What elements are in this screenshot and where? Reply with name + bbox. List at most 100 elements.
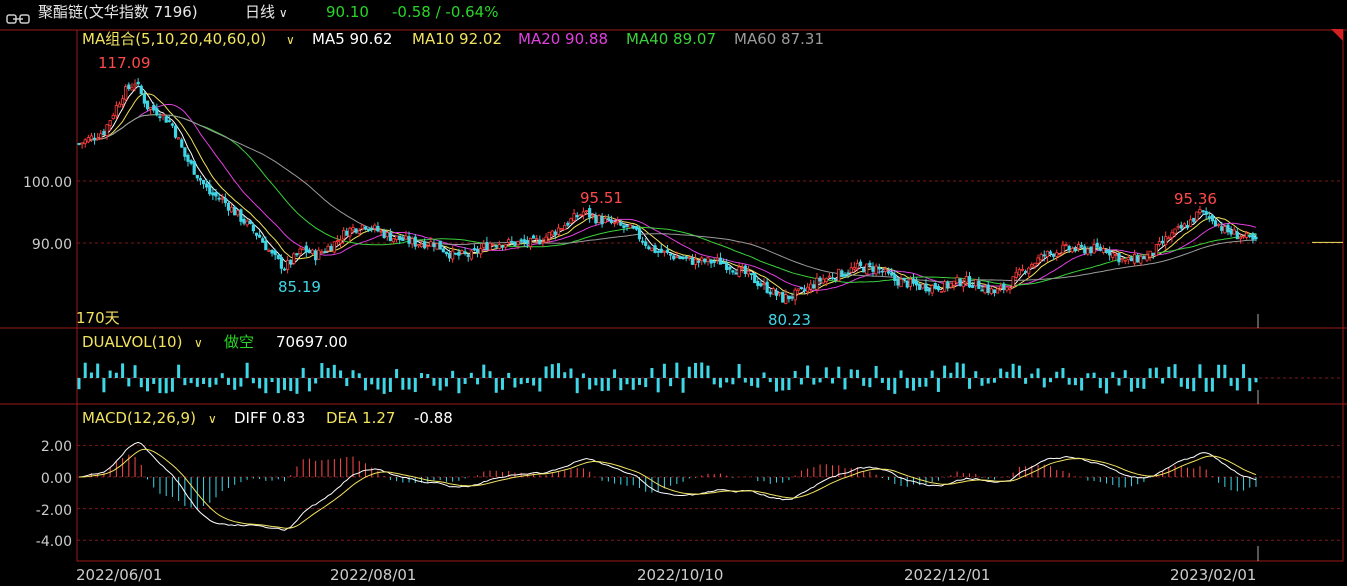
candle-body (824, 277, 828, 282)
candle-body (1014, 271, 1018, 278)
volume-bar (837, 366, 841, 378)
candle-body (1064, 244, 1068, 246)
chevron-down-icon[interactable]: ∨ (208, 412, 217, 426)
volume-bar (992, 378, 996, 383)
volume-bar (818, 378, 822, 383)
candle-body (469, 250, 473, 260)
candle-body (843, 274, 847, 277)
chevron-down-icon[interactable]: ∨ (286, 33, 295, 47)
candle-body (609, 219, 614, 224)
candle-body (354, 228, 358, 233)
candle-body (310, 249, 315, 254)
kline-chart[interactable]: MA组合(5,10,20,40,60,0) ∨ MA5 90.62 MA10 9… (0, 24, 1347, 586)
period-selector[interactable]: 日线 ∨ (245, 0, 288, 25)
candle-body (768, 291, 772, 295)
candle-body (198, 178, 203, 181)
last-price: 90.10 (326, 3, 369, 21)
candle-body (697, 261, 701, 263)
macd-y-tick-0: 0.00 (41, 471, 72, 487)
candle-body (918, 283, 922, 290)
candle-body (388, 232, 392, 242)
candle-body (793, 289, 797, 301)
volume-bar (911, 378, 915, 391)
volume-bar (793, 371, 797, 378)
volume-bar (812, 378, 816, 385)
volume-bar (1204, 378, 1208, 392)
volume-bar (307, 378, 311, 392)
instrument-title[interactable]: 聚酯链(文华指数 7196) (38, 3, 198, 21)
candle-body (1055, 252, 1059, 257)
candle-body (170, 123, 175, 126)
candle-body (326, 245, 330, 252)
link-icon[interactable] (6, 7, 30, 24)
candle-body (977, 280, 981, 289)
candle-body (304, 245, 308, 253)
volume-bar (1017, 365, 1021, 378)
candle-body (749, 273, 754, 276)
volume-bar (507, 372, 511, 378)
ma-indicator-name[interactable]: MA组合(5,10,20,40,60,0) (82, 30, 266, 48)
candle-body (1157, 241, 1162, 246)
volume-bar (750, 378, 754, 386)
volume-bar (370, 378, 374, 385)
volume-bar (787, 378, 791, 390)
candle-body (883, 268, 888, 272)
candle-body (1027, 267, 1031, 274)
ma10-legend: MA10 92.02 (412, 30, 502, 48)
candle-body (999, 285, 1003, 289)
volume-bar (133, 365, 137, 378)
candle-body (650, 247, 654, 251)
ma20-line (78, 103, 1257, 292)
candle-body (1120, 258, 1124, 261)
candle-body (335, 240, 340, 242)
candle-body (553, 231, 558, 235)
candle-body (1089, 246, 1093, 254)
candle-body (404, 235, 408, 240)
volume-bar (1111, 372, 1115, 378)
volume-bar (949, 372, 953, 378)
candle-body (195, 174, 199, 179)
volume-bar (1061, 368, 1065, 378)
candle-body (936, 285, 940, 291)
chevron-down-icon[interactable]: ∨ (194, 336, 203, 350)
volume-bar (332, 364, 336, 378)
volume-bar (108, 370, 112, 378)
candle-body (301, 247, 305, 251)
candle-body (145, 100, 150, 110)
candle-body (348, 227, 352, 237)
volume-bar (968, 378, 972, 389)
candle-body (858, 261, 863, 267)
volume-bar (619, 378, 623, 391)
candle-body (796, 288, 800, 291)
volume-bar (1223, 364, 1227, 378)
macd-y-tick-2: 2.00 (41, 439, 72, 455)
low-annotation-1: 85.19 (278, 278, 321, 296)
candle-body (946, 281, 950, 289)
candle-body (943, 281, 947, 292)
candle-body (407, 236, 411, 244)
candle-body (307, 249, 312, 254)
candle-body (1238, 236, 1243, 240)
volume-bar (170, 378, 174, 392)
candle-body (678, 256, 682, 259)
candle-body (759, 283, 763, 287)
candle-body (821, 278, 825, 284)
candle-body (584, 210, 589, 213)
candle-body (177, 137, 181, 140)
candle-body (314, 250, 318, 261)
candle-body (466, 254, 470, 257)
candle-body (871, 266, 875, 272)
candle-body (995, 288, 1000, 294)
candle-body (1011, 276, 1015, 288)
candle-body (379, 230, 383, 233)
volume-bar (613, 369, 617, 378)
candle-body (329, 245, 333, 251)
volume-bar (544, 366, 548, 378)
candle-body (662, 250, 666, 253)
volume-bar (289, 378, 293, 392)
volume-bar (451, 370, 455, 378)
dualvol-indicator-name[interactable]: DUALVOL(10) (82, 333, 182, 351)
macd-indicator-name[interactable]: MACD(12,26,9) (82, 409, 196, 427)
candle-body (1176, 226, 1180, 228)
volume-bar (594, 378, 598, 386)
